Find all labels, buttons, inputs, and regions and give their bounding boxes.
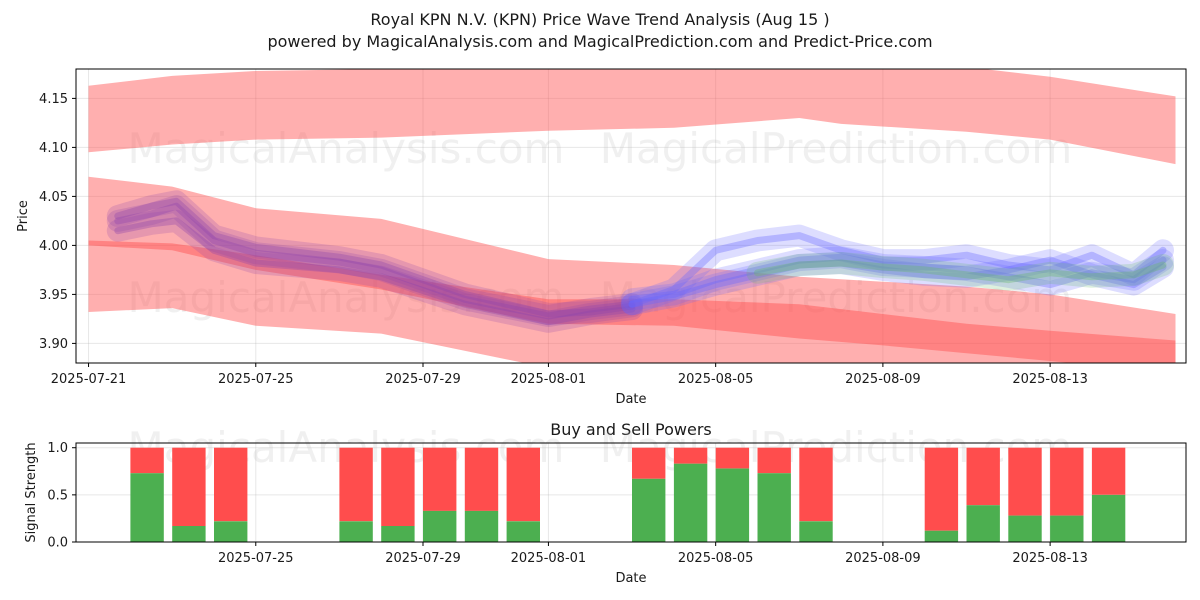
x-tick-label: 2025-07-29 [385, 551, 461, 566]
series-band-green-1 [746, 252, 1174, 291]
plot-frame [75, 68, 1187, 364]
series-line-green-1 [754, 259, 1167, 284]
sell-bar [464, 447, 499, 511]
y-tick-label: 4.05 [39, 190, 68, 205]
sell-bar [632, 447, 666, 479]
series-band-blue-3 [621, 249, 1174, 316]
sell-bar [381, 447, 415, 526]
y-tick-label: 4.15 [39, 92, 68, 107]
buy-bar [381, 526, 415, 542]
watermark-text: MagicalPrediction.com [600, 273, 1073, 322]
series-line-blue-2 [628, 253, 1167, 303]
sell-bar [423, 447, 457, 511]
buy-bar [172, 526, 206, 542]
red-band-lower [88, 240, 1176, 363]
x-tick-label: 2025-07-25 [218, 551, 294, 566]
sell-bar [673, 447, 708, 464]
sell-bar [130, 447, 164, 474]
x-tick-label: 2025-08-05 [678, 551, 754, 566]
x-tick-label: 2025-08-09 [845, 551, 921, 566]
watermark-text: MagicalPrediction.com [600, 124, 1073, 173]
series-line-purple-2 [114, 217, 636, 326]
sub-plot-frame [75, 442, 1187, 543]
red-band-middle [88, 176, 1176, 363]
series-band-purple-3 [106, 190, 643, 325]
series-band-blue-1 [621, 224, 1174, 316]
y-axis-label: Price [16, 200, 31, 232]
buy-bar [632, 478, 666, 542]
sell-bar [715, 447, 750, 469]
plot-area [88, 69, 1176, 363]
x-tick-label: 2025-07-29 [385, 372, 461, 387]
buy-bar [1050, 515, 1084, 542]
sell-bar [924, 447, 959, 531]
sell-bar [966, 447, 1000, 506]
x-tick-label: 2025-08-13 [1012, 372, 1088, 387]
y-tick-label: 4.00 [39, 239, 68, 254]
sell-bar [506, 447, 540, 522]
series-band-purple-2 [106, 209, 643, 333]
chart-subtitle: powered by MagicalAnalysis.com and Magic… [267, 32, 933, 51]
chart-title: Royal KPN N.V. (KPN) Price Wave Trend An… [370, 10, 830, 29]
red-band-upper [88, 69, 1176, 165]
sell-bar [1008, 447, 1042, 516]
sell-bar [214, 447, 248, 522]
series-line-purple-1 [114, 202, 636, 320]
x-tick-label: 2025-08-09 [845, 372, 921, 387]
buy-bar [673, 463, 708, 542]
sub-chart-title: Buy and Sell Powers [550, 420, 712, 439]
series-line-blue-1 [628, 232, 1167, 308]
watermark-text: MagicalPrediction.com [600, 423, 1073, 472]
series-band-purple-1 [106, 195, 643, 327]
sell-bar [799, 447, 833, 522]
buy-bar [1008, 515, 1042, 542]
buy-bar [924, 530, 959, 542]
y-tick-label: 1.0 [47, 441, 68, 456]
sell-bar [1050, 447, 1084, 516]
x-tick-label: 2025-07-25 [218, 372, 294, 387]
buy-bar [966, 505, 1000, 542]
y-axis-label: Signal Strength [24, 442, 39, 542]
watermark-text: MagicalAnalysis.com [128, 273, 565, 322]
buy-bar [130, 473, 164, 542]
y-tick-label: 0.5 [47, 488, 68, 503]
buy-bar [715, 468, 750, 542]
sell-bar [339, 447, 373, 522]
series-line-purple-3 [114, 197, 636, 318]
y-tick-label: 4.10 [39, 141, 68, 156]
buy-bar [506, 521, 540, 542]
buy-bar [423, 510, 457, 542]
series-line-blue-3 [628, 256, 1167, 308]
buy-bar [464, 510, 499, 542]
x-axis-label: Date [615, 392, 646, 407]
sell-bar [757, 447, 791, 474]
buy-bar [799, 521, 833, 542]
series-band-blue-2 [621, 246, 1174, 311]
y-tick-label: 0.0 [47, 536, 68, 551]
buy-bar [339, 521, 373, 542]
x-tick-label: 2025-07-21 [51, 372, 127, 387]
x-axis-label: Date [615, 571, 646, 586]
x-tick-label: 2025-08-05 [678, 372, 754, 387]
x-tick-label: 2025-08-01 [511, 551, 587, 566]
watermark-text: MagicalAnalysis.com [128, 124, 565, 173]
y-tick-label: 3.95 [39, 288, 68, 303]
sell-bar [1091, 447, 1126, 495]
buy-bar [1091, 494, 1126, 542]
x-tick-label: 2025-08-01 [511, 372, 587, 387]
buy-bar [214, 521, 248, 542]
y-tick-label: 3.90 [39, 337, 68, 352]
buy-bar [757, 473, 791, 542]
sell-bar [172, 447, 206, 526]
x-tick-label: 2025-08-13 [1012, 551, 1088, 566]
